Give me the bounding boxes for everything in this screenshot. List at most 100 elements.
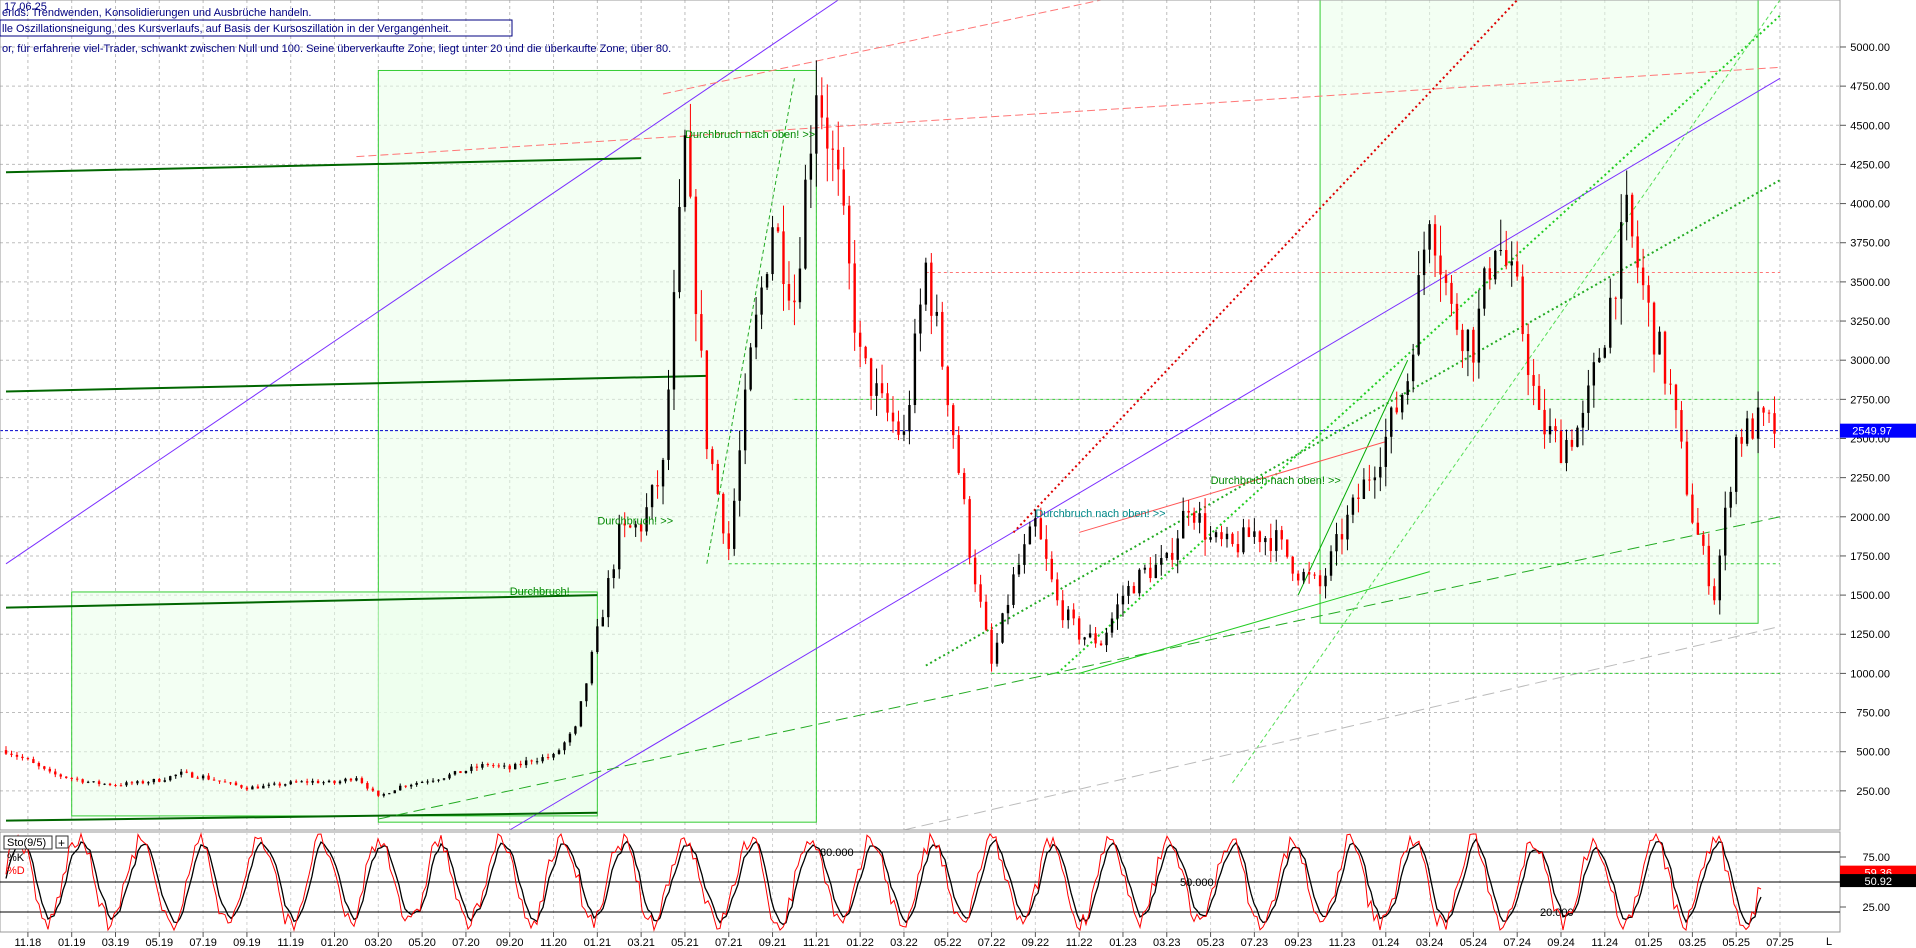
candle-body (338, 781, 342, 784)
candle-body (787, 284, 791, 301)
candle-body (1477, 308, 1481, 363)
candle-body (1017, 564, 1021, 575)
candle-body (316, 780, 320, 784)
candle-body (612, 569, 615, 579)
candle-body (1696, 522, 1700, 535)
price-tick-label: 4000.00 (1850, 199, 1890, 211)
candle-body (1422, 249, 1426, 276)
candle-body (136, 781, 139, 784)
breakout-annotation: Durchbruch nach oben! >> (1211, 475, 1341, 487)
candle-body (355, 778, 358, 781)
candle-body (1488, 268, 1492, 280)
candle-body (1231, 533, 1234, 545)
price-tick-label: 2250.00 (1850, 473, 1890, 485)
candle-body (1324, 575, 1327, 587)
candle-body (420, 781, 424, 783)
candle-body (223, 781, 227, 783)
price-tick-label: 500.00 (1856, 747, 1890, 759)
candle-body (930, 262, 933, 316)
candle-body (1756, 407, 1760, 439)
candle-body (322, 782, 325, 784)
candle-body (1121, 595, 1125, 605)
support-dashed (1232, 0, 1781, 784)
x-axis: 11.18 01.19 03.19 05.19 07.19 09.19 11.19 01.20… (15, 932, 1794, 948)
candle-body (749, 347, 752, 390)
annotations: Durchbruch nach oben! >> Durchbruch! >> Du… (510, 129, 1341, 598)
candle-body (267, 784, 271, 786)
candle-body (908, 405, 911, 432)
x-tick-label: 03.21 (627, 937, 655, 948)
candle-body (1598, 357, 1601, 363)
candle-body (1767, 412, 1771, 414)
candle-body (700, 314, 703, 351)
price-tick-label: 1000.00 (1850, 668, 1890, 680)
candle-body (1592, 362, 1596, 386)
price-tick-label: 1500.00 (1850, 590, 1890, 602)
candle-body (1362, 479, 1366, 499)
candle-body (568, 733, 572, 743)
candle-body (1548, 426, 1552, 435)
x-tick-label: 05.23 (1197, 937, 1225, 948)
candle-body (941, 311, 944, 367)
candle-body (1154, 564, 1158, 579)
candle-body (919, 304, 922, 334)
price-tick-label: 3250.00 (1850, 316, 1890, 328)
candle-body (754, 314, 758, 348)
candle-body (305, 781, 309, 783)
candle-body (1505, 250, 1508, 266)
x-tick-label: 01.21 (584, 937, 612, 948)
candle-body (1247, 527, 1251, 537)
candle-body (1165, 552, 1168, 558)
candle-body (1499, 250, 1502, 252)
x-tick-label: 11.18 (15, 937, 42, 948)
candle-body (114, 785, 117, 787)
candle-body (656, 485, 659, 487)
candle-body (1160, 557, 1163, 565)
candle-body (984, 601, 988, 630)
sto-tick-label: 75.00 (1862, 852, 1890, 864)
candle-body (574, 726, 577, 734)
candle-body (1570, 439, 1574, 447)
candle-body (837, 149, 840, 170)
x-tick-label: 09.21 (759, 937, 787, 948)
candle-body (924, 262, 928, 305)
candle-body (1707, 545, 1711, 587)
candle-body (481, 764, 484, 768)
candle-body (1275, 530, 1278, 551)
candle-body (1203, 513, 1207, 540)
candle-body (875, 383, 878, 396)
candle-body (212, 779, 216, 781)
breakout-annotation: Durchbruch nach oben! >> (1035, 508, 1165, 520)
candle-body (1620, 222, 1623, 299)
candle-body (15, 754, 19, 757)
candle-body (344, 778, 347, 782)
candle-body (1225, 533, 1229, 540)
candle-body (229, 782, 232, 784)
candle-body (1630, 194, 1634, 237)
candle-body (1346, 514, 1349, 540)
candle-body (1253, 531, 1256, 537)
candle-body (388, 793, 391, 795)
price-tick-label: 4500.00 (1850, 120, 1890, 132)
expand-indicator-button[interactable] (55, 835, 69, 849)
candle-body (743, 389, 747, 451)
x-tick-label: 01.23 (1109, 937, 1137, 948)
candle-body (180, 771, 183, 775)
chart-date: 17.06.25 (4, 1, 47, 13)
candle-body (639, 524, 643, 532)
candle-body (935, 311, 939, 316)
candle-body (826, 117, 829, 149)
candle-body (661, 459, 665, 487)
candle-body (650, 485, 654, 508)
candle-body (1171, 552, 1174, 560)
stochastic-series (5, 832, 1762, 932)
x-tick-label: 03.22 (890, 937, 918, 948)
candle-body (497, 765, 500, 767)
candle-body (21, 756, 24, 759)
candle-body (486, 764, 490, 766)
candle-body (1411, 354, 1415, 382)
candle-body (667, 389, 670, 460)
candle-body (1521, 276, 1524, 335)
candle-body (990, 629, 993, 664)
candle-body (1559, 431, 1563, 464)
